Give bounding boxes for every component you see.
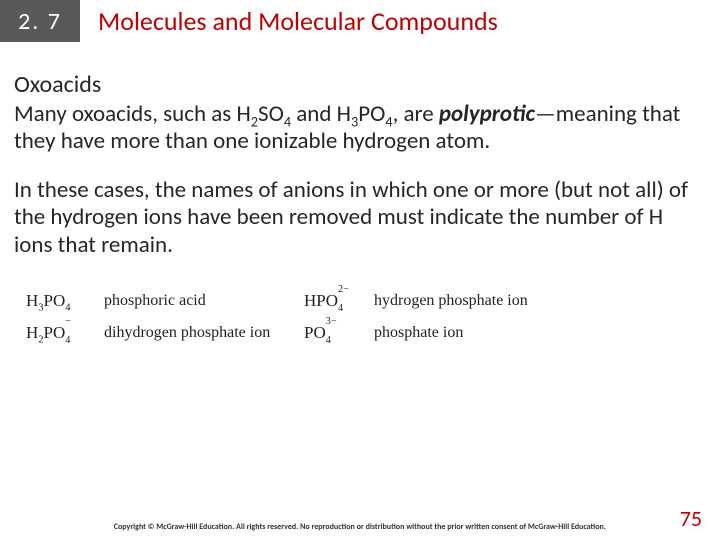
- f2-sub: 4: [326, 336, 331, 346]
- formula-cell-2: PO3−44: [300, 317, 370, 349]
- formula-cell: H2PO−44: [22, 317, 100, 349]
- stack-icon: −44: [65, 324, 70, 341]
- stack-icon: 3−44: [326, 324, 331, 341]
- p1-e: , are: [393, 100, 439, 128]
- name-cell-2: phosphate ion: [370, 317, 710, 349]
- f2-base: HPO: [304, 291, 338, 310]
- chemistry-table: H3PO4 phosphoric acid HPO2−44 hydrogen p…: [22, 285, 710, 349]
- paragraph-1: Many oxoacids, such as H2SO4 and H3PO4, …: [14, 101, 706, 155]
- section-number: 2. 7: [18, 7, 62, 36]
- f-base: H: [26, 323, 38, 342]
- f2-sup: 3−: [326, 317, 337, 327]
- f2-sup: 2−: [338, 285, 349, 295]
- p1-f: polyprotic: [439, 100, 535, 128]
- f2-sub: 4: [338, 304, 343, 314]
- f-sub2: 4: [65, 336, 70, 346]
- f2-base: PO: [304, 323, 326, 342]
- paragraph-2: In these cases, the names of anions in w…: [14, 177, 706, 258]
- content-area: Oxoacids Many oxoacids, such as H2SO4 an…: [0, 42, 720, 259]
- table-row: H3PO4 phosphoric acid HPO2−44 hydrogen p…: [22, 285, 710, 317]
- section-title: Molecules and Molecular Compounds: [80, 0, 498, 42]
- f-mid: PO: [44, 323, 66, 342]
- formula-cell: H3PO4: [22, 285, 100, 317]
- f-mid: PO: [44, 291, 66, 310]
- p1-a: Many oxoacids, such as H: [14, 100, 251, 128]
- name-cell-2: hydrogen phosphate ion: [370, 285, 710, 317]
- slide-header: 2. 7 Molecules and Molecular Compounds: [0, 0, 720, 42]
- page-number: 75: [680, 505, 702, 532]
- section-number-box: 2. 7: [0, 0, 80, 42]
- p1-c: and H: [291, 100, 351, 128]
- p1-b: SO: [258, 100, 284, 128]
- stack-icon: 2−44: [338, 292, 343, 309]
- subheading: Oxoacids: [14, 70, 706, 99]
- f-sup: −: [65, 317, 71, 327]
- table-row: H2PO−44 dihydrogen phosphate ion PO3−44 …: [22, 317, 710, 349]
- slide-footer: Copyright © McGraw-Hill Education. All r…: [0, 505, 720, 532]
- chemistry-table-area: H3PO4 phosphoric acid HPO2−44 hydrogen p…: [0, 281, 720, 349]
- copyright-text: Copyright © McGraw-Hill Education. All r…: [0, 522, 680, 532]
- f-base: H: [26, 291, 38, 310]
- name-cell: phosphoric acid: [100, 285, 300, 317]
- name-cell: dihydrogen phosphate ion: [100, 317, 300, 349]
- f-sub2: 4: [65, 302, 70, 313]
- p1-d: PO: [358, 100, 385, 128]
- formula-cell-2: HPO2−44: [300, 285, 370, 317]
